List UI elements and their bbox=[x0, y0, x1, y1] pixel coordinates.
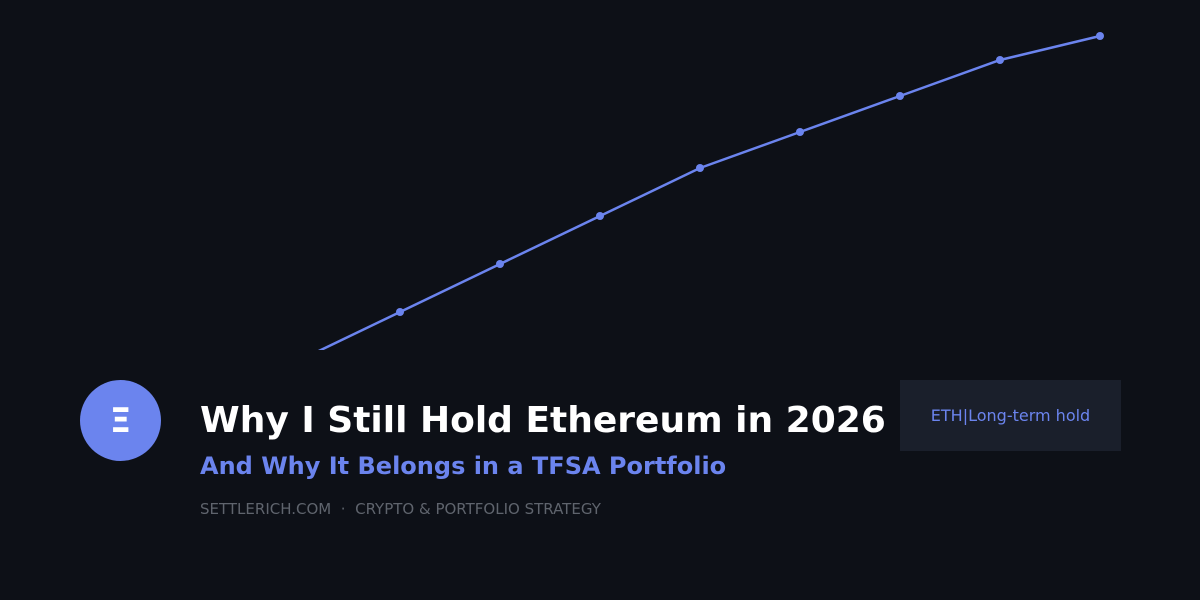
ethereum-logo-icon: Ξ bbox=[80, 380, 161, 461]
category-label: CRYPTO & PORTFOLIO STRATEGY bbox=[355, 500, 601, 518]
data-point bbox=[596, 212, 604, 220]
series-line bbox=[317, 34, 1101, 350]
page-title: Why I Still Hold Ethereum in 2026 bbox=[200, 400, 886, 441]
asset-ticker: ETH bbox=[930, 406, 963, 425]
data-point bbox=[996, 56, 1004, 64]
data-point bbox=[1096, 32, 1104, 40]
data-point bbox=[696, 164, 704, 172]
data-point bbox=[796, 128, 804, 136]
tag-divider: | bbox=[962, 406, 969, 425]
data-point bbox=[496, 260, 504, 268]
strategy-label: Long-term hold bbox=[968, 406, 1091, 425]
page-subtitle: And Why It Belongs in a TFSA Portfolio bbox=[200, 452, 727, 480]
ethereum-symbol: Ξ bbox=[109, 400, 132, 441]
data-point bbox=[896, 92, 904, 100]
data-point bbox=[396, 308, 404, 316]
meta-separator: · bbox=[340, 500, 346, 518]
site-name: SETTLERICH.COM bbox=[200, 500, 332, 518]
asset-tag: ETH | Long-term hold bbox=[900, 380, 1121, 451]
meta-line: SETTLERICH.COM · CRYPTO & PORTFOLIO STRA… bbox=[200, 499, 601, 519]
